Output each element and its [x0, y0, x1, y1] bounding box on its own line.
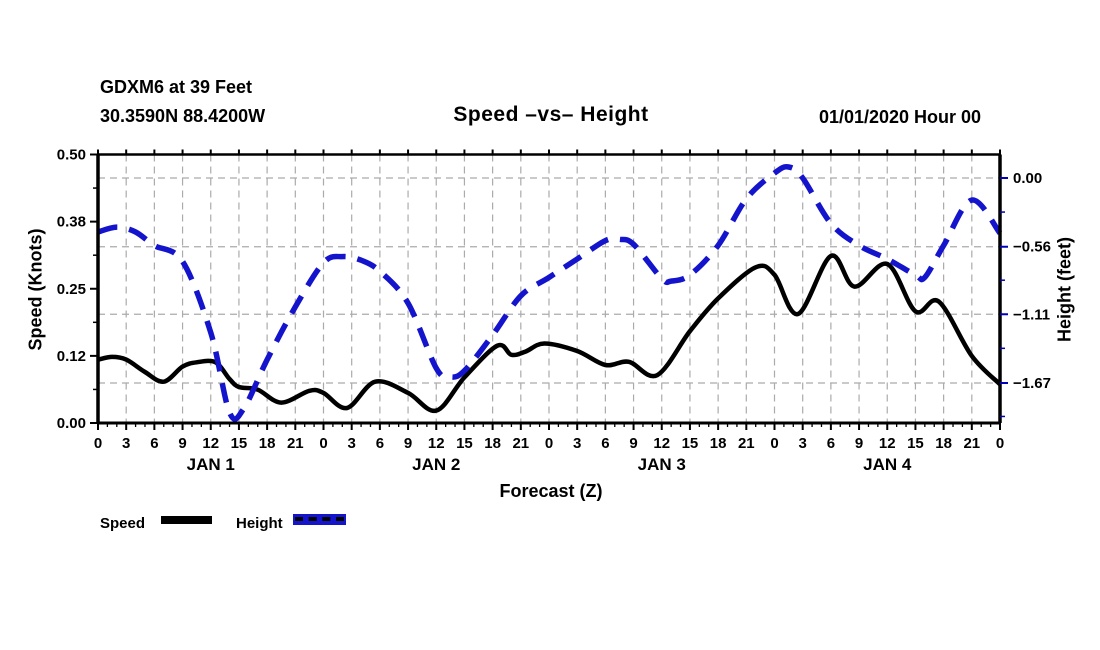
x-day-label: JAN 4 — [863, 455, 912, 474]
x-tick-label: 0 — [94, 435, 102, 452]
speed-curve — [97, 253, 1002, 414]
x-day-label: JAN 2 — [412, 455, 460, 474]
chart-datetime: 01/01/2020 Hour 00 — [818, 107, 982, 127]
x-tick-label: 12 — [879, 435, 896, 452]
x-tick-label: 15 — [456, 435, 473, 452]
left-tick-label: 0.12 — [57, 348, 86, 365]
x-tick-label: 9 — [404, 435, 412, 452]
x-axis-title: Forecast (Z) — [499, 481, 603, 501]
x-tick-label: 21 — [287, 435, 304, 452]
legend-height-label: Height — [236, 515, 283, 532]
x-tick-label: 9 — [178, 435, 186, 452]
x-tick-label: 0 — [319, 435, 327, 452]
right-tick-label: −0.56 — [1013, 239, 1051, 256]
x-tick-label: 6 — [376, 435, 384, 452]
station-name: GDXM6 at 39 Feet — [100, 77, 253, 97]
x-tick-label: 21 — [512, 435, 529, 452]
station-coordinates: 30.3590N 88.4200W — [100, 106, 266, 126]
x-tick-label: 18 — [484, 435, 501, 452]
right-tick-label: −1.11 — [1013, 306, 1050, 323]
left-tick-label: 0.50 — [57, 147, 86, 164]
legend-height-dash-pattern — [295, 517, 344, 521]
x-tick-label: 3 — [799, 435, 807, 452]
right-tick-label: −1.67 — [1013, 375, 1051, 392]
x-tick-label: 12 — [202, 435, 219, 452]
x-tick-label: 3 — [573, 435, 581, 452]
x-tick-label: 18 — [935, 435, 952, 452]
x-tick-label: 12 — [653, 435, 670, 452]
x-tick-label: 3 — [348, 435, 356, 452]
x-tick-label: 15 — [907, 435, 924, 452]
x-tick-label: 15 — [231, 435, 248, 452]
x-tick-label: 18 — [259, 435, 276, 452]
x-day-label: JAN 1 — [187, 455, 235, 474]
x-tick-label: 3 — [122, 435, 130, 452]
x-tick-label: 6 — [601, 435, 609, 452]
x-tick-label: 12 — [428, 435, 445, 452]
x-tick-label: 9 — [855, 435, 863, 452]
left-tick-label: 0.25 — [57, 281, 86, 298]
x-tick-label: 0 — [996, 435, 1004, 452]
left-tick-label: 0.00 — [57, 415, 86, 432]
x-tick-label: 21 — [738, 435, 755, 452]
x-tick-label: 9 — [629, 435, 637, 452]
x-tick-label: 0 — [545, 435, 553, 452]
left-tick-label: 0.38 — [57, 214, 86, 231]
x-tick-label: 0 — [770, 435, 778, 452]
height-curve — [97, 164, 1003, 422]
x-tick-label: 6 — [827, 435, 835, 452]
x-day-label: JAN 3 — [638, 455, 686, 474]
x-tick-label: 15 — [682, 435, 699, 452]
legend-height-line-swatch — [293, 514, 346, 525]
x-tick-label: 6 — [150, 435, 158, 452]
right-tick-label: 0.00 — [1013, 170, 1042, 187]
chart-title: Speed –vs– Height — [453, 103, 649, 126]
legend-speed-line-swatch — [161, 516, 212, 524]
x-tick-label: 21 — [963, 435, 980, 452]
legend-speed-label: Speed — [100, 515, 146, 532]
x-tick-label: 18 — [710, 435, 727, 452]
